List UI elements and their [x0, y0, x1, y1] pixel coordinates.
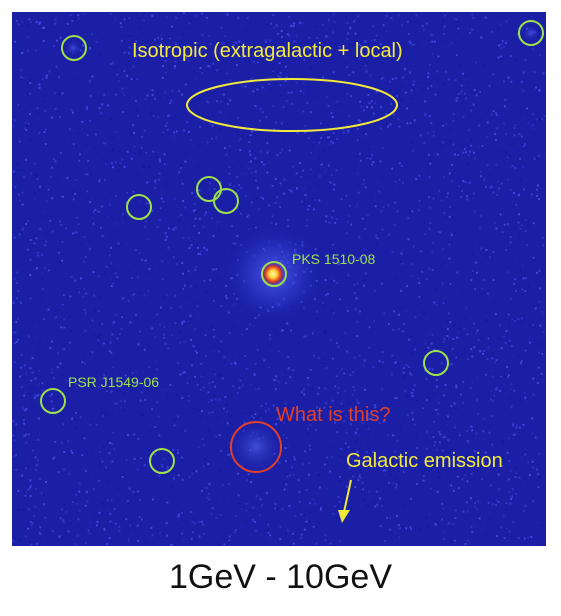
gamma-ray-sky-map: Isotropic (extragalactic + local) PKS 15… — [12, 12, 546, 546]
unknown-label: What is this? — [276, 404, 390, 426]
energy-range-caption: 1GeV - 10GeV — [0, 558, 561, 597]
topleft-source-glow — [65, 40, 81, 56]
galactic-label: Galactic emission — [346, 450, 503, 472]
pks-label: PKS 1510-08 — [292, 251, 375, 267]
unknown-source-glow — [228, 419, 284, 475]
psr-label: PSR J1549-06 — [68, 374, 159, 390]
corner-source-glow — [522, 24, 540, 42]
isotropic-label: Isotropic (extragalactic + local) — [132, 40, 403, 62]
